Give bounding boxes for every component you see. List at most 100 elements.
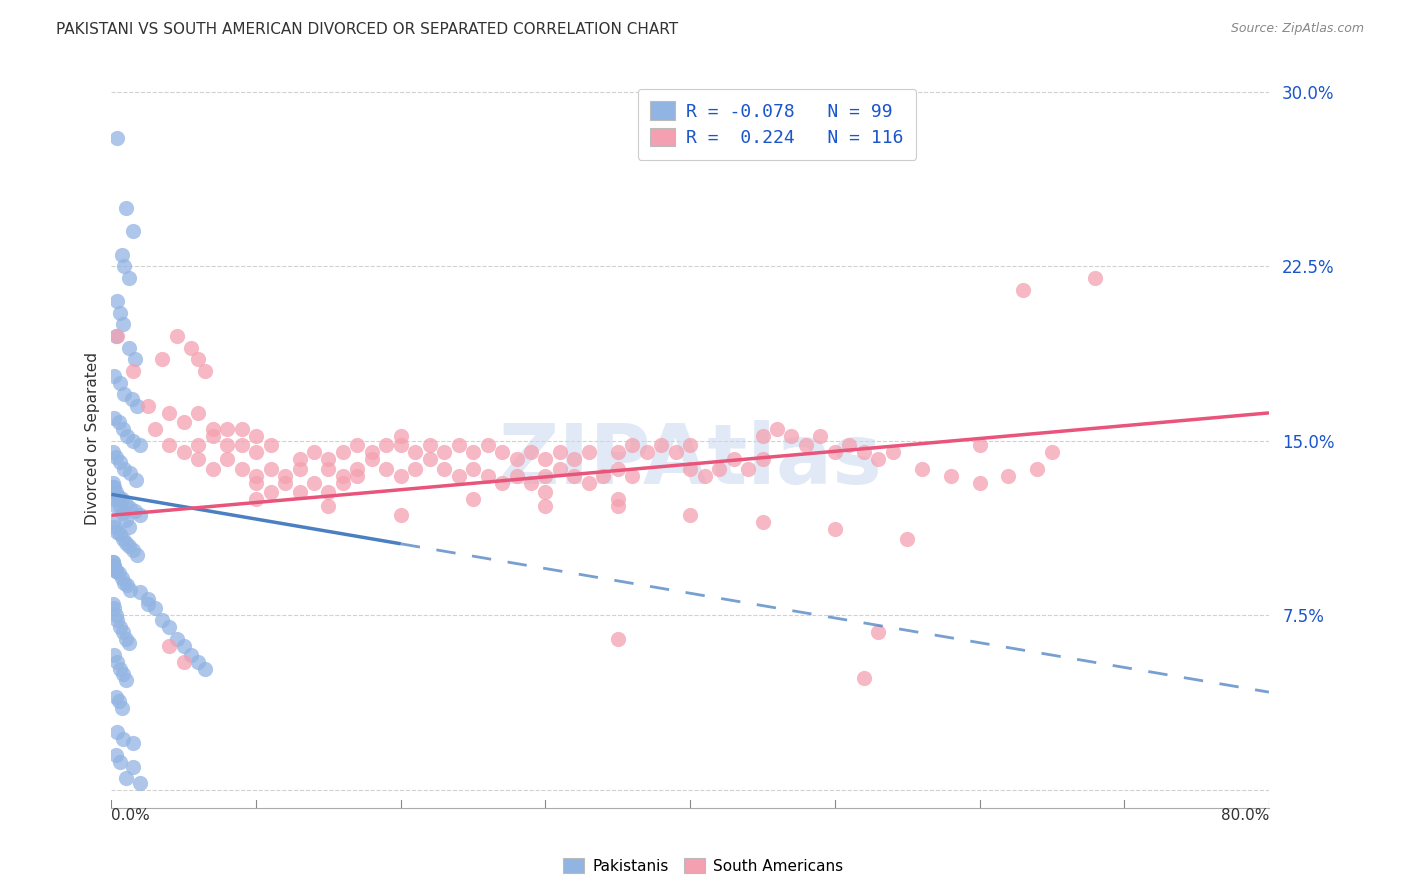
Point [477, 468, 499, 483]
Point [217, 452, 239, 467]
Point [404, 462, 426, 476]
Point [868, 624, 890, 639]
Point [318, 462, 340, 476]
Point [288, 462, 311, 476]
Point [1026, 462, 1049, 476]
Point [505, 468, 527, 483]
Point [105, 524, 128, 539]
Point [150, 352, 173, 367]
Point [332, 445, 354, 459]
Point [621, 468, 644, 483]
Point [201, 462, 224, 476]
Point [127, 399, 149, 413]
Point [166, 329, 188, 343]
Point [679, 438, 702, 452]
Point [173, 655, 195, 669]
Point [231, 462, 253, 476]
Point [389, 468, 412, 483]
Point [110, 571, 132, 585]
Point [104, 485, 127, 500]
Point [564, 452, 586, 467]
Point [136, 399, 159, 413]
Point [110, 248, 132, 262]
Point [101, 480, 124, 494]
Point [679, 462, 702, 476]
Point [111, 422, 134, 436]
Point [107, 694, 129, 708]
Legend: R = -0.078   N = 99, R =  0.224   N = 116: R = -0.078 N = 99, R = 0.224 N = 116 [637, 88, 917, 160]
Point [143, 422, 166, 436]
Point [105, 724, 128, 739]
Point [115, 673, 138, 688]
Point [104, 450, 127, 464]
Point [103, 648, 125, 662]
Point [101, 516, 124, 530]
Point [751, 429, 773, 443]
Point [318, 499, 340, 513]
Point [911, 462, 934, 476]
Point [318, 452, 340, 467]
Point [117, 578, 139, 592]
Point [111, 624, 134, 639]
Point [679, 508, 702, 523]
Point [1040, 445, 1063, 459]
Point [105, 131, 128, 145]
Point [997, 468, 1019, 483]
Point [505, 452, 527, 467]
Point [114, 260, 136, 274]
Point [136, 592, 159, 607]
Point [104, 608, 127, 623]
Point [824, 445, 846, 459]
Point [868, 452, 890, 467]
Point [107, 491, 129, 506]
Point [122, 434, 145, 448]
Point [693, 468, 716, 483]
Point [463, 462, 485, 476]
Point [375, 438, 398, 452]
Point [120, 467, 142, 481]
Point [107, 566, 129, 581]
Point [104, 690, 127, 704]
Point [808, 429, 831, 443]
Point [794, 438, 817, 452]
Point [194, 364, 217, 378]
Point [187, 352, 209, 367]
Point [245, 468, 267, 483]
Point [491, 475, 513, 490]
Point [129, 585, 152, 599]
Point [105, 655, 128, 669]
Point [463, 491, 485, 506]
Point [173, 445, 195, 459]
Point [302, 445, 325, 459]
Point [360, 452, 382, 467]
Point [360, 445, 382, 459]
Point [118, 539, 141, 553]
Point [180, 341, 202, 355]
Point [129, 776, 152, 790]
Point [108, 527, 131, 541]
Point [101, 597, 124, 611]
Point [115, 513, 138, 527]
Point [259, 485, 281, 500]
Text: 80.0%: 80.0% [1220, 808, 1270, 823]
Point [122, 543, 145, 558]
Point [103, 559, 125, 574]
Point [433, 445, 456, 459]
Point [122, 736, 145, 750]
Point [346, 462, 368, 476]
Point [187, 452, 209, 467]
Point [433, 462, 456, 476]
Point [101, 485, 124, 500]
Point [157, 639, 180, 653]
Point [852, 445, 875, 459]
Point [217, 422, 239, 436]
Point [115, 771, 138, 785]
Point [118, 520, 141, 534]
Point [665, 445, 688, 459]
Point [187, 406, 209, 420]
Point [180, 648, 202, 662]
Point [111, 506, 134, 520]
Point [105, 329, 128, 343]
Point [103, 520, 125, 534]
Point [274, 475, 297, 490]
